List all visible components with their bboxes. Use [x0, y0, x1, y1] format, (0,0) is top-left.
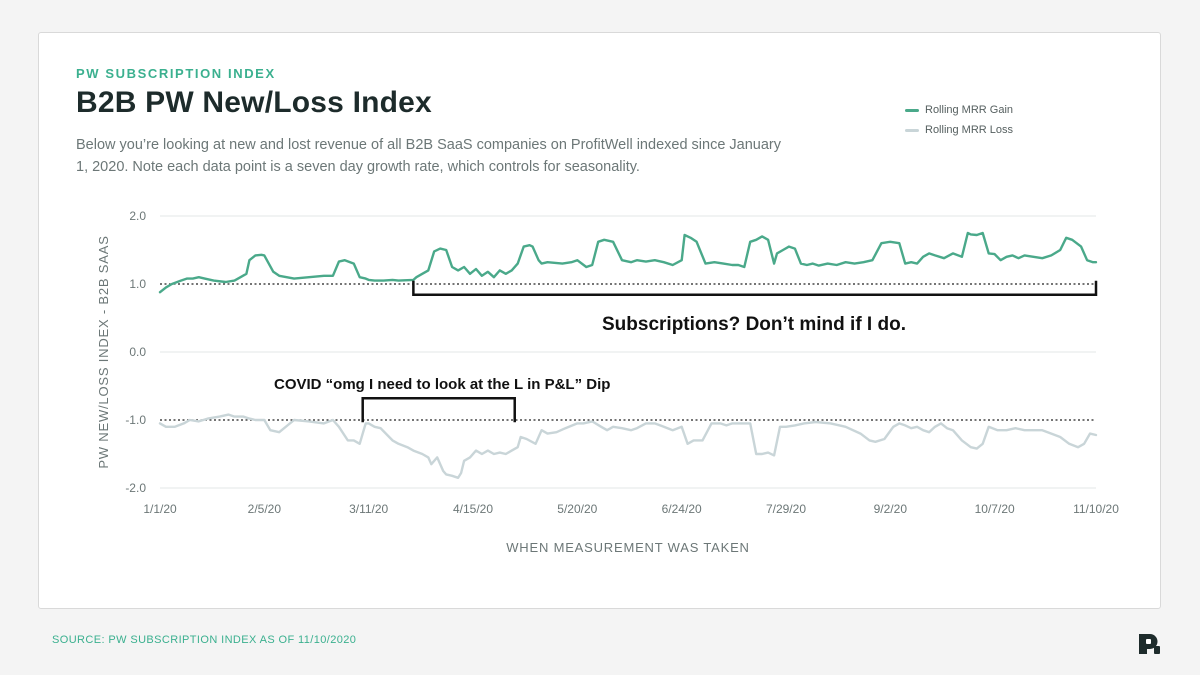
annotation-covid: COVID “omg I need to look at the L in P&… — [274, 376, 610, 393]
x-tick-label: 9/2/20 — [874, 502, 908, 516]
x-tick-label: 1/1/20 — [143, 502, 177, 516]
series-line-loss — [158, 413, 1098, 479]
page-title: B2B PW New/Loss Index — [76, 86, 432, 119]
legend-swatch-loss — [905, 128, 919, 132]
x-tick-label: 11/10/20 — [1073, 502, 1119, 516]
legend-label-loss: Rolling MRR Loss — [925, 124, 1014, 136]
x-axis-title: WHEN MEASUREMENT WAS TAKEN — [506, 540, 750, 555]
legend-swatch-gain — [905, 108, 919, 112]
profitwell-logo-icon — [1136, 631, 1162, 662]
x-tick-label: 3/11/20 — [349, 502, 388, 516]
source-note: SOURCE: PW SUBSCRIPTION INDEX AS OF 11/1… — [52, 634, 357, 646]
chart-card — [38, 32, 1161, 609]
x-tick-label: 4/15/20 — [453, 502, 493, 516]
legend-label-gain: Rolling MRR Gain — [925, 104, 1014, 116]
annotation-subscriptions: Subscriptions? Don’t mind if I do. — [602, 314, 906, 335]
series-line-gain — [158, 231, 1098, 294]
annotation-bracket-covid — [361, 396, 516, 423]
y-tick-label: 0.0 — [129, 345, 146, 359]
y-tick-label: -1.0 — [125, 413, 146, 427]
eyebrow-label: PW SUBSCRIPTION INDEX — [76, 66, 276, 81]
x-tick-label: 7/29/20 — [766, 502, 806, 516]
legend: Rolling MRR Gain Rolling MRR Loss — [905, 100, 1013, 140]
annotation-bracket-subscriptions — [412, 280, 1098, 297]
legend-item-gain: Rolling MRR Gain — [905, 100, 1013, 120]
y-tick-label: -2.0 — [125, 481, 146, 495]
x-tick-label: 5/20/20 — [557, 502, 597, 516]
chart-description: Below you’re looking at new and lost rev… — [76, 137, 781, 175]
legend-item-loss: Rolling MRR Loss — [905, 120, 1013, 140]
y-tick-label: 1.0 — [129, 277, 146, 291]
x-tick-label: 10/7/20 — [975, 502, 1015, 516]
y-axis-title: PW NEW/LOSS INDEX - B2B SAAS — [96, 235, 111, 468]
x-tick-label: 2/5/20 — [248, 502, 282, 516]
x-tick-label: 6/24/20 — [662, 502, 702, 516]
y-tick-label: 2.0 — [129, 209, 146, 223]
